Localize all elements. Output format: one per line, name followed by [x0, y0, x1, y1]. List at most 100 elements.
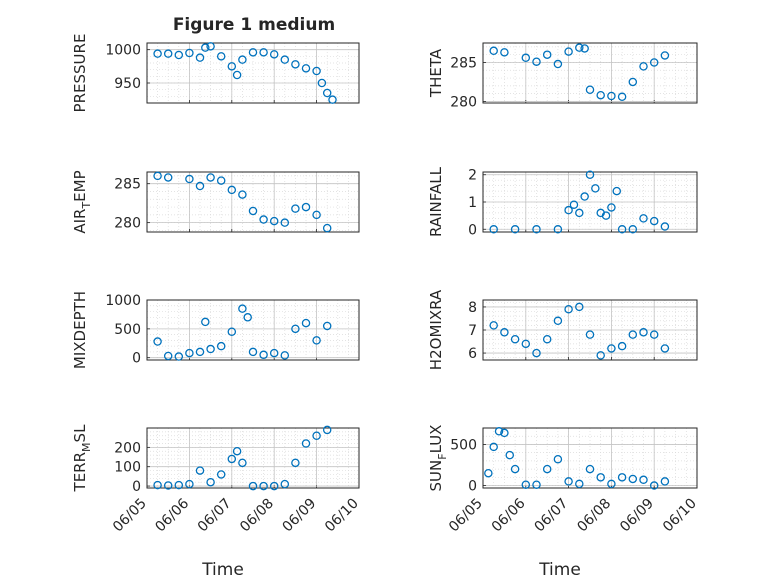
data-point — [580, 192, 589, 201]
y-axis-label: SUNFLUX — [427, 425, 449, 492]
data-point — [500, 328, 509, 337]
data-point — [607, 479, 616, 489]
data-point — [500, 48, 509, 57]
subplot-2: 280 285 THETA — [427, 42, 698, 110]
x-tick-label: 06/07 — [195, 496, 235, 536]
data-point — [227, 454, 237, 464]
data-point — [163, 49, 173, 58]
data-point — [201, 43, 210, 52]
data-point — [259, 215, 268, 224]
x-axis-label: Time — [538, 560, 581, 580]
data-point — [328, 95, 337, 104]
data-point — [227, 327, 237, 336]
y-tick-label: 0 — [468, 222, 477, 238]
data-point — [532, 57, 541, 66]
y-axis-label: THETA — [427, 48, 445, 98]
data-point — [639, 475, 648, 485]
data-point — [510, 334, 520, 344]
data-point — [564, 205, 573, 215]
data-point — [216, 341, 226, 351]
data-point — [585, 464, 595, 474]
data-point — [301, 64, 311, 73]
data-point — [617, 92, 627, 102]
data-point — [660, 51, 670, 60]
data-point — [322, 223, 332, 233]
data-point — [585, 330, 595, 339]
data-point — [280, 351, 290, 360]
data-point — [532, 480, 541, 489]
y-tick-label: 285 — [114, 177, 141, 193]
data-point — [607, 344, 616, 353]
data-point — [489, 321, 498, 330]
data-point — [628, 77, 638, 87]
data-point — [280, 55, 290, 64]
axes-box — [146, 427, 360, 489]
data-point — [312, 66, 321, 76]
subplot-1: 950 1000 PRESSURE — [71, 34, 360, 113]
y-tick-label: 500 — [114, 322, 141, 338]
data-point — [280, 218, 290, 227]
data-point — [575, 479, 584, 489]
data-point — [553, 316, 563, 326]
y-tick-label: 100 — [114, 460, 141, 476]
data-point — [206, 344, 215, 354]
x-tick-label: 06/05 — [110, 496, 150, 536]
data-point — [163, 481, 173, 490]
y-tick-label: 0 — [132, 351, 141, 367]
data-point — [232, 446, 242, 456]
data-point — [185, 348, 194, 358]
data-point — [206, 477, 215, 487]
y-axis-label-main: PRESSURE — [71, 34, 89, 113]
data-point — [153, 171, 162, 181]
data-point — [660, 222, 670, 231]
data-point — [649, 216, 659, 226]
data-point — [322, 88, 332, 98]
data-point — [291, 204, 300, 213]
subplot-5: 0 500 1000 MIXDEPTH — [71, 291, 360, 369]
data-point — [575, 302, 584, 312]
y-tick-label: 285 — [450, 55, 477, 71]
data-point — [153, 480, 162, 490]
y-axis-label-main: MIXDEPTH — [71, 291, 89, 369]
data-point — [206, 42, 215, 51]
x-axis-label: Time — [201, 560, 244, 580]
data-point — [521, 339, 531, 349]
y-axis-label-rest: EMP — [71, 170, 89, 201]
data-point — [163, 173, 173, 182]
data-point — [660, 477, 670, 486]
data-point — [312, 336, 321, 345]
subplot-3: 280 285 AIRTEMP — [71, 170, 360, 234]
y-tick-label: 2 — [468, 168, 477, 184]
y-axis-label-main: AIR — [71, 209, 89, 234]
data-point — [612, 186, 622, 196]
data-point — [575, 208, 584, 218]
axes-box — [482, 171, 698, 233]
data-point — [617, 341, 627, 351]
data-point — [532, 348, 541, 358]
data-point — [301, 439, 311, 448]
data-point — [553, 59, 563, 69]
data-point — [301, 318, 311, 328]
y-axis-label-main: SUN — [427, 460, 445, 492]
y-tick-label: 950 — [114, 76, 141, 92]
data-point — [639, 328, 648, 337]
y-tick-label: 1 — [468, 195, 477, 211]
data-point — [596, 473, 605, 482]
data-point — [227, 62, 237, 71]
data-point — [596, 351, 605, 360]
data-point — [564, 47, 573, 56]
x-tick-label: 06/05 — [446, 496, 486, 536]
data-point — [174, 50, 184, 60]
data-point — [153, 337, 162, 346]
data-point — [269, 481, 279, 491]
data-point — [601, 211, 611, 220]
data-point — [542, 50, 552, 59]
data-point — [185, 479, 194, 489]
x-tick-label: 06/08 — [237, 496, 277, 536]
y-axis-label: H2OMIXRA — [427, 289, 445, 370]
data-point — [580, 44, 589, 53]
data-point — [591, 184, 600, 193]
data-point — [206, 173, 215, 182]
y-tick-label: 1000 — [105, 43, 141, 59]
